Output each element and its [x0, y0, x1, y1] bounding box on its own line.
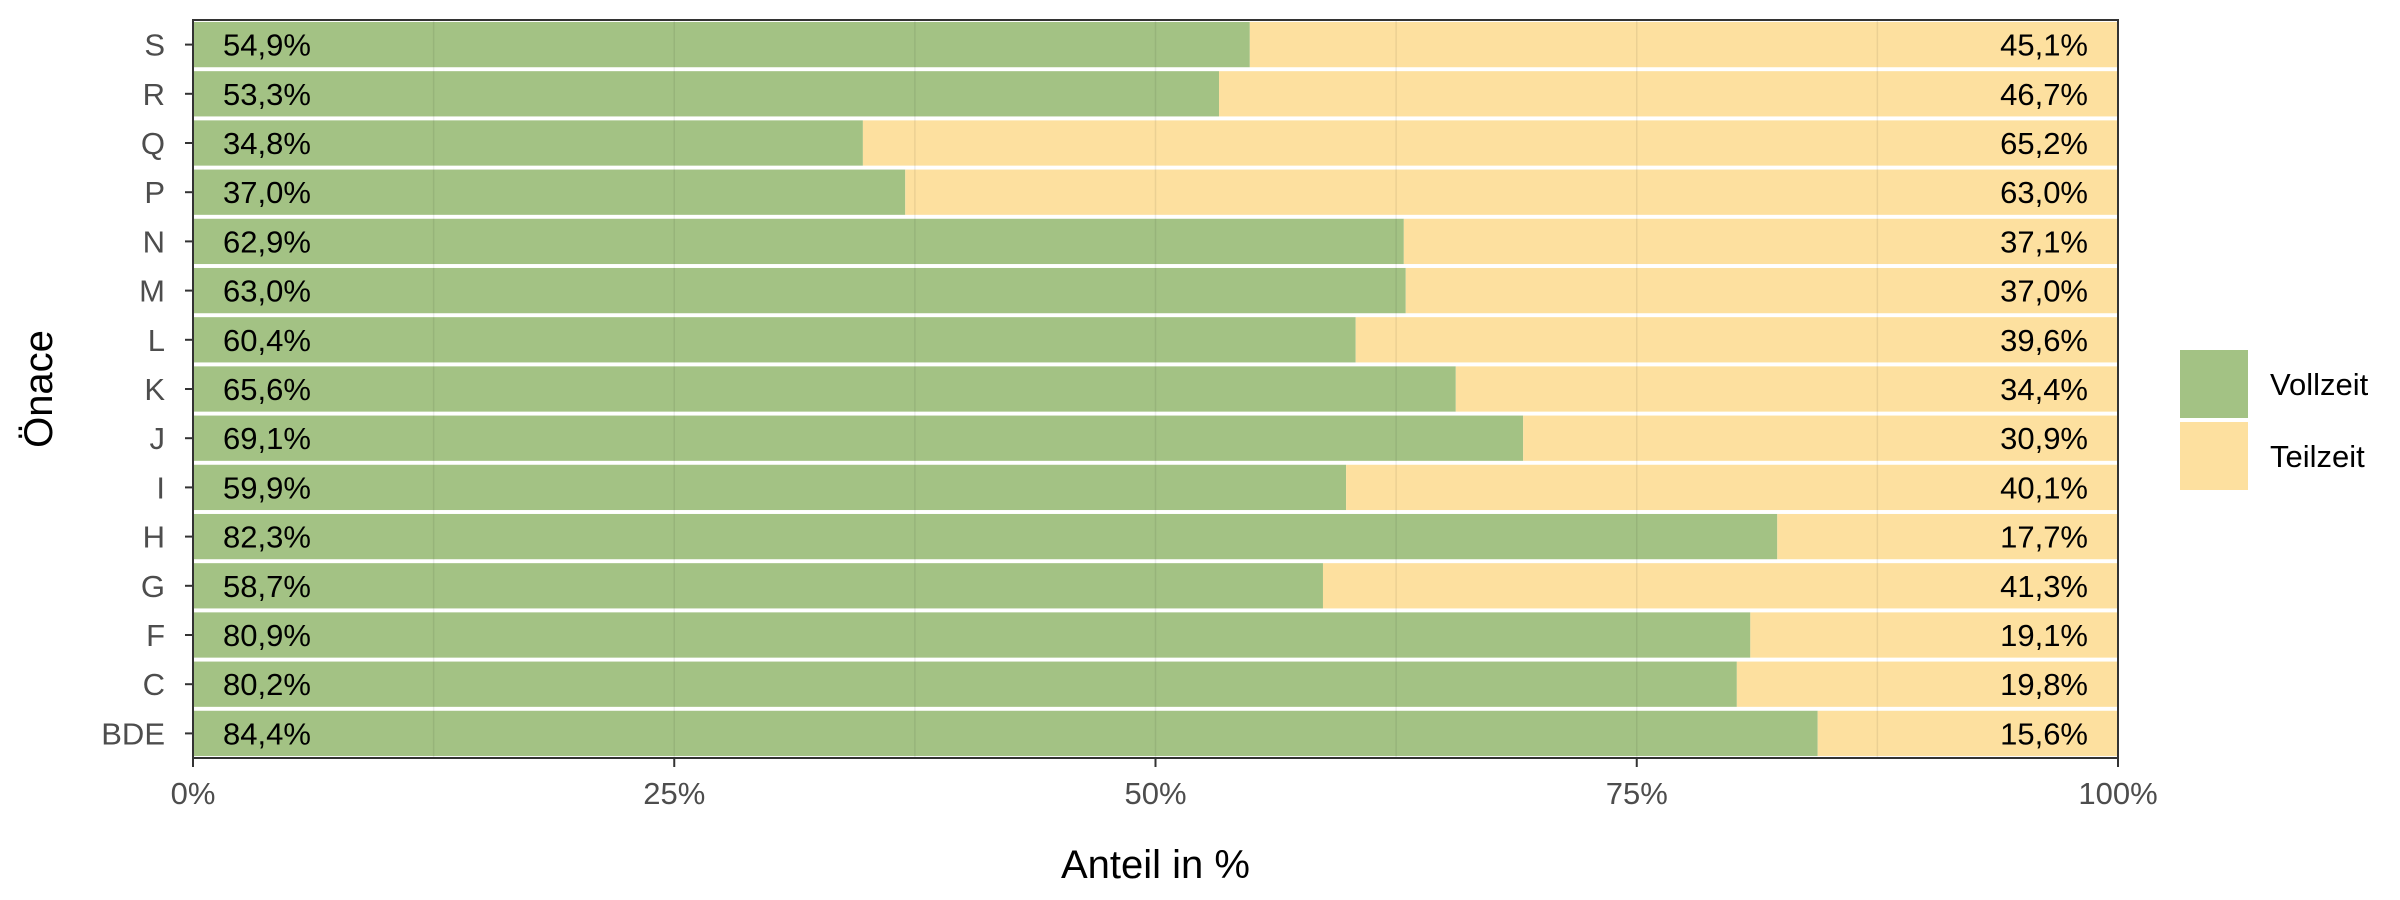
bars — [193, 20, 2118, 758]
data-label-vollzeit-c: 80,2% — [223, 667, 311, 702]
bar-teilzeit-s — [1249, 21, 2118, 68]
bar-teilzeit-i — [1346, 464, 2118, 511]
bar-teilzeit-m — [1405, 267, 2118, 314]
x-axis: 0% 25% 50% 75% 100% — [171, 758, 2158, 811]
data-label-teilzeit-f: 19,1% — [2000, 618, 2088, 653]
data-label-vollzeit-p: 37,0% — [223, 175, 311, 210]
x-tick-label: 100% — [2078, 776, 2157, 811]
y-tick-label-l: L — [148, 323, 165, 358]
data-label-teilzeit-bde: 15,6% — [2000, 716, 2088, 751]
data-label-vollzeit-h: 82,3% — [223, 520, 311, 555]
x-axis-title: Anteil in % — [1061, 843, 1250, 887]
x-tick-label: 50% — [1124, 776, 1186, 811]
bar-teilzeit-c — [1736, 661, 2118, 707]
y-tick-label-n: N — [143, 224, 165, 259]
data-labels: 54,9% 45,1% 53,3% 46,7% 34,8% 65,2% 37,0% 63,0%… — [223, 28, 2088, 752]
bar-vollzeit-h — [193, 513, 1778, 560]
data-label-teilzeit-p: 63,0% — [2000, 175, 2088, 210]
x-tick-label: 0% — [171, 776, 216, 811]
y-tick-label-i: I — [156, 470, 165, 505]
data-label-vollzeit-l: 60,4% — [223, 323, 311, 358]
bar-vollzeit-m — [193, 267, 1406, 314]
bar-teilzeit-f — [1750, 612, 2118, 658]
y-tick-label-r: R — [143, 77, 165, 112]
bar-teilzeit-l — [1355, 317, 2118, 363]
data-label-teilzeit-s: 45,1% — [2000, 28, 2088, 63]
data-label-vollzeit-q: 34,8% — [223, 126, 311, 161]
x-tick-label: 25% — [643, 776, 705, 811]
bar-teilzeit-bde — [1817, 710, 2118, 757]
bar-teilzeit-h — [1777, 513, 2118, 560]
legend-key-teilzeit — [2180, 422, 2248, 490]
y-tick-label-bde: BDE — [101, 716, 165, 751]
bar-vollzeit-r — [193, 71, 1220, 117]
data-label-teilzeit-l: 39,6% — [2000, 323, 2088, 358]
data-label-vollzeit-j: 69,1% — [223, 421, 311, 456]
bar-vollzeit-c — [193, 661, 1737, 707]
bar-vollzeit-l — [193, 317, 1356, 363]
bar-teilzeit-r — [1219, 71, 2118, 117]
data-label-vollzeit-m: 63,0% — [223, 274, 311, 309]
data-label-vollzeit-g: 58,7% — [223, 569, 311, 604]
y-tick-label-k: K — [144, 372, 165, 407]
bar-vollzeit-j — [193, 415, 1524, 461]
bar-vollzeit-i — [193, 464, 1347, 511]
bar-teilzeit-n — [1403, 218, 2118, 265]
bar-teilzeit-q — [862, 120, 2118, 166]
y-axis-title: Önace — [17, 330, 61, 448]
data-label-teilzeit-k: 34,4% — [2000, 372, 2088, 407]
bar-teilzeit-p — [905, 169, 2118, 215]
data-label-vollzeit-s: 54,9% — [223, 28, 311, 63]
data-label-vollzeit-i: 59,9% — [223, 470, 311, 505]
data-label-teilzeit-g: 41,3% — [2000, 569, 2088, 604]
bar-vollzeit-n — [193, 218, 1404, 265]
x-tick-label: 75% — [1606, 776, 1668, 811]
bar-teilzeit-k — [1455, 366, 2118, 412]
bar-vollzeit-k — [193, 366, 1456, 412]
grid-overlay — [432, 20, 1879, 758]
legend-key-vollzeit — [2180, 350, 2248, 418]
y-tick-label-c: C — [143, 667, 165, 702]
legend-label-vollzeit: Vollzeit — [2270, 367, 2369, 402]
bar-teilzeit-j — [1523, 415, 2118, 461]
y-tick-label-m: M — [139, 274, 165, 309]
bar-vollzeit-p — [193, 169, 906, 215]
bar-vollzeit-g — [193, 563, 1323, 609]
data-label-teilzeit-r: 46,7% — [2000, 77, 2088, 112]
data-label-teilzeit-q: 65,2% — [2000, 126, 2088, 161]
y-tick-label-g: G — [141, 569, 165, 604]
bar-vollzeit-bde — [193, 710, 1818, 757]
plot-panel-border — [192, 19, 2119, 759]
data-label-teilzeit-c: 19,8% — [2000, 667, 2088, 702]
legend-label-teilzeit: Teilzeit — [2270, 439, 2365, 474]
data-label-vollzeit-k: 65,6% — [223, 372, 311, 407]
y-tick-label-p: P — [144, 175, 165, 210]
data-label-teilzeit-n: 37,1% — [2000, 224, 2088, 259]
data-label-vollzeit-f: 80,9% — [223, 618, 311, 653]
y-tick-label-f: F — [146, 618, 165, 653]
data-label-teilzeit-h: 17,7% — [2000, 520, 2088, 555]
data-label-teilzeit-m: 37,0% — [2000, 274, 2088, 309]
legend: Vollzeit Teilzeit — [2180, 350, 2369, 490]
data-label-vollzeit-r: 53,3% — [223, 77, 311, 112]
y-tick-label-q: Q — [141, 126, 165, 161]
y-tick-label-s: S — [144, 28, 165, 63]
bar-vollzeit-q — [193, 120, 863, 166]
data-label-vollzeit-bde: 84,4% — [223, 716, 311, 751]
bar-teilzeit-g — [1322, 563, 2118, 609]
data-label-teilzeit-i: 40,1% — [2000, 470, 2088, 505]
bar-vollzeit-f — [193, 612, 1751, 658]
bar-vollzeit-s — [193, 21, 1250, 68]
y-tick-label-j: J — [150, 421, 166, 456]
data-label-teilzeit-j: 30,9% — [2000, 421, 2088, 456]
y-tick-label-h: H — [143, 520, 165, 555]
data-label-vollzeit-n: 62,9% — [223, 224, 311, 259]
